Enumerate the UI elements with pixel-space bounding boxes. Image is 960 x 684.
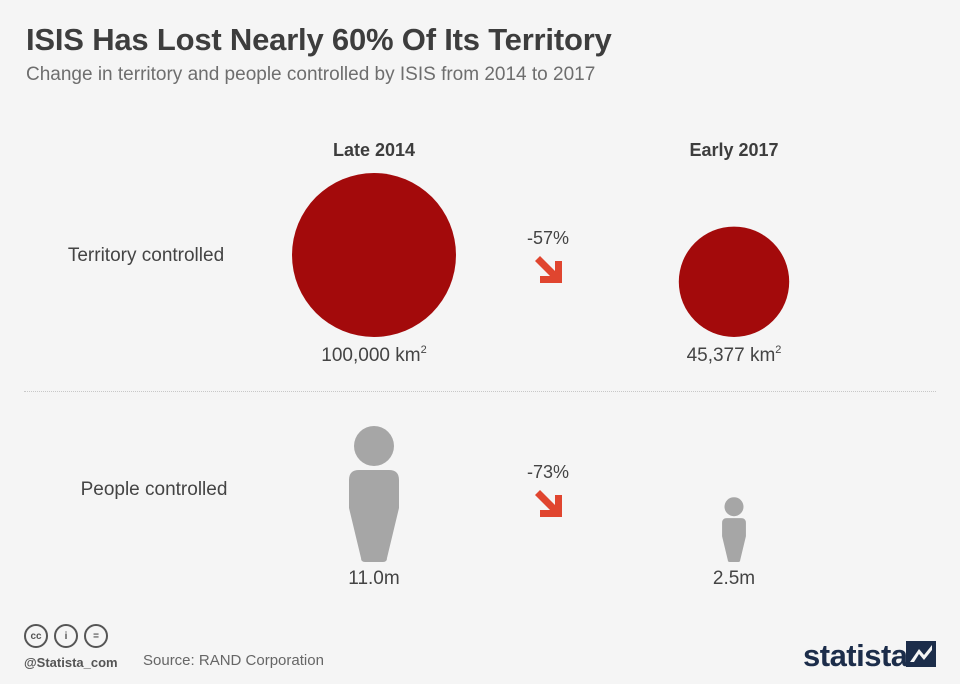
value-label-territory-early-2017: 45,377 km2 [686, 344, 782, 366]
statista-logo-icon [906, 641, 936, 667]
down-arrow-icon-people [535, 490, 562, 517]
chart-subtitle: Change in territory and people controlle… [26, 64, 596, 85]
change-label-territory: -57% [526, 228, 570, 248]
arrow-shape [535, 490, 562, 517]
column-header-early-2017: Early 2017 [689, 140, 779, 160]
person-icon-early-2017 [722, 497, 746, 562]
cc-icon: cc [24, 624, 48, 648]
value-label-people-late-2014: 11.0m [348, 568, 400, 589]
column-header-late-2014: Late 2014 [332, 140, 416, 160]
person-body [722, 518, 746, 562]
person-head [354, 426, 394, 466]
value-label-territory-late-2014: 100,000 km2 [321, 344, 427, 366]
arrow-shape [535, 256, 562, 283]
person-body [349, 470, 399, 562]
value-label-people-early-2017: 2.5m [712, 568, 756, 589]
change-label-people: -73% [526, 462, 570, 482]
person-head [724, 497, 744, 517]
license-icons: cc i = [24, 624, 108, 648]
down-arrow-icon-territory [535, 256, 562, 283]
statista-handle[interactable]: @Statista_com [24, 655, 118, 670]
statista-brand[interactable]: statista [803, 638, 908, 673]
nd-icon: = [84, 624, 108, 648]
row-divider [24, 391, 936, 392]
by-icon: i [54, 624, 78, 648]
source-note: Source: RAND Corporation [143, 652, 324, 669]
chart-title: ISIS Has Lost Nearly 60% Of Its Territor… [26, 22, 612, 57]
territory-circle-early-2017 [678, 226, 790, 337]
row-label-territory: Territory controlled [67, 245, 225, 266]
person-icon-late-2014 [349, 426, 399, 562]
territory-circle-late-2014 [292, 173, 456, 337]
row-label-people: People controlled [80, 479, 228, 500]
